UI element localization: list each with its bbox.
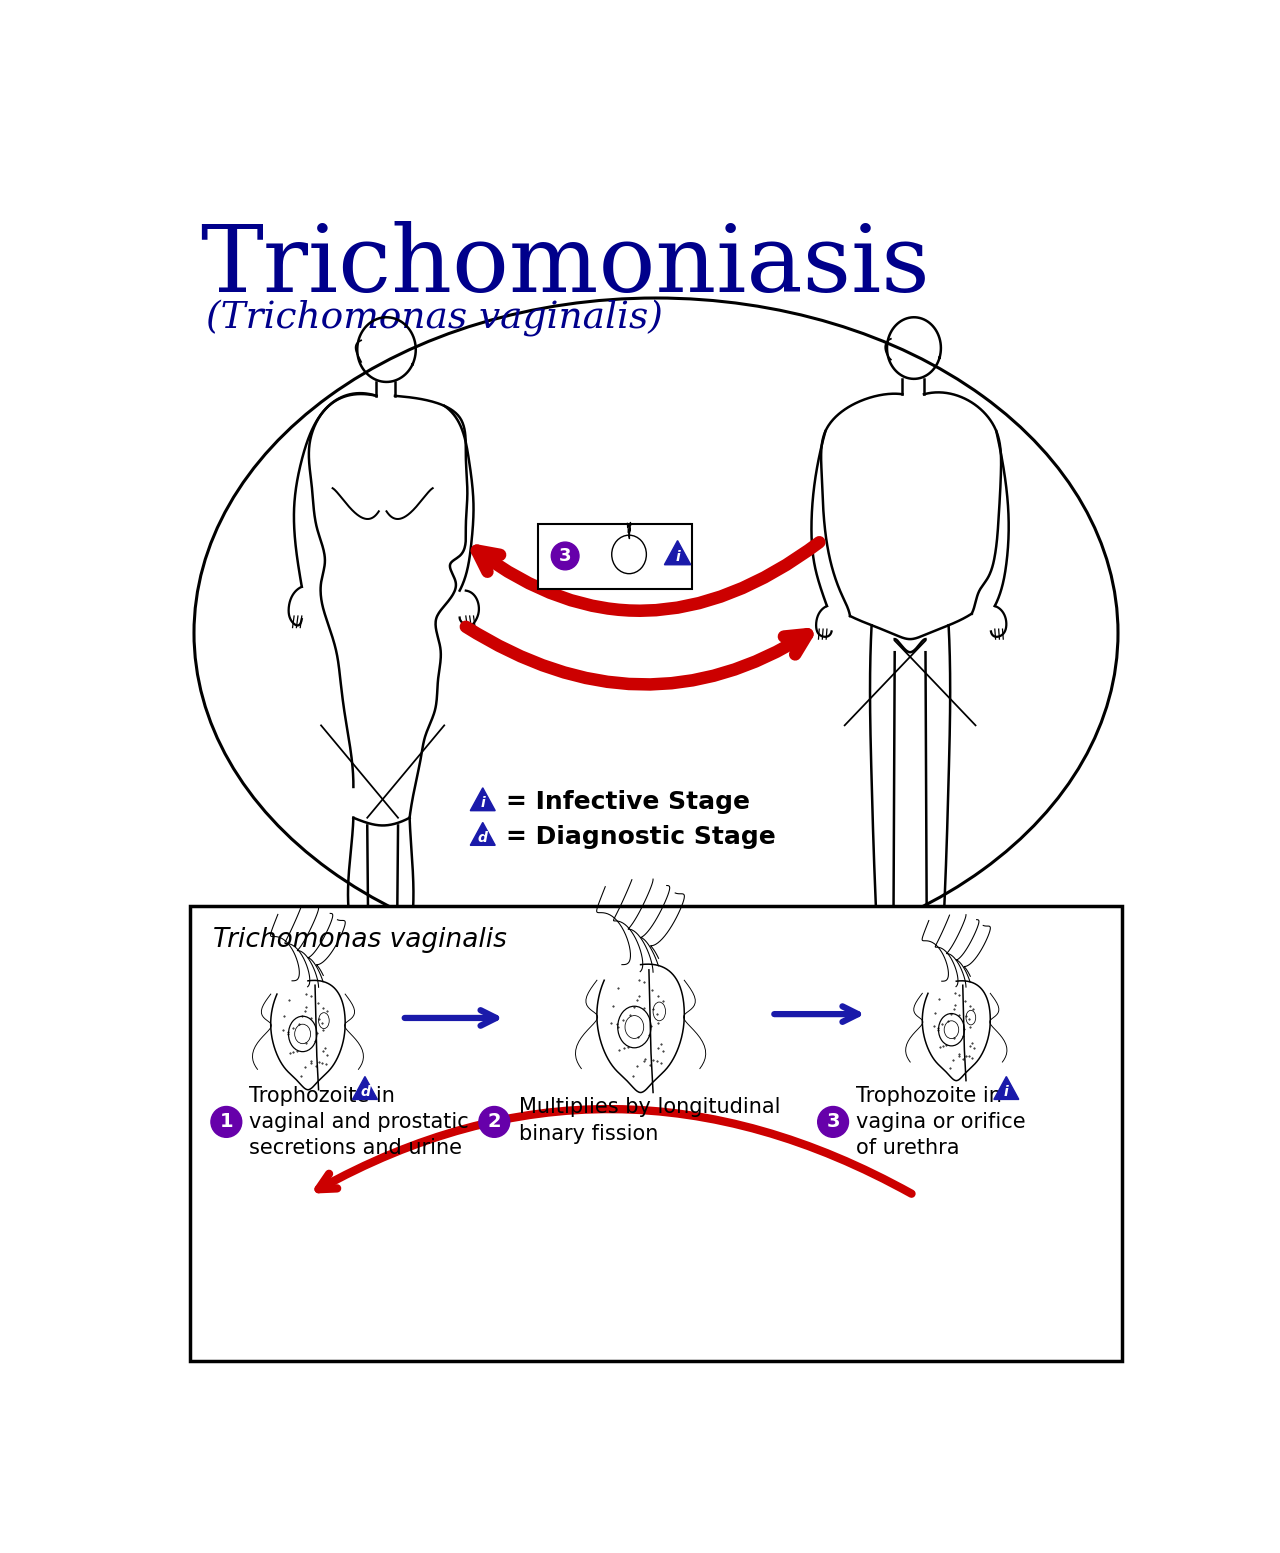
Text: Trichomoniasis: Trichomoniasis bbox=[200, 221, 929, 311]
Text: Multiplies by longitudinal
binary fission: Multiplies by longitudinal binary fissio… bbox=[518, 1096, 781, 1143]
Circle shape bbox=[552, 542, 579, 570]
FancyArrowPatch shape bbox=[466, 627, 808, 685]
FancyArrowPatch shape bbox=[319, 1109, 911, 1194]
Text: = Diagnostic Stage: = Diagnostic Stage bbox=[506, 825, 776, 849]
Text: d: d bbox=[360, 1086, 370, 1100]
Polygon shape bbox=[664, 540, 691, 565]
Bar bbox=[538, 523, 692, 589]
FancyArrowPatch shape bbox=[774, 1006, 858, 1022]
FancyArrowPatch shape bbox=[404, 1009, 497, 1025]
Polygon shape bbox=[352, 1076, 378, 1100]
Text: 2: 2 bbox=[488, 1112, 500, 1132]
Bar bbox=[191, 907, 1121, 1360]
Polygon shape bbox=[470, 787, 495, 811]
FancyArrowPatch shape bbox=[477, 542, 819, 610]
Text: i: i bbox=[480, 797, 485, 811]
Text: d: d bbox=[477, 831, 488, 845]
Text: = Infective Stage: = Infective Stage bbox=[506, 790, 750, 814]
Circle shape bbox=[818, 1106, 849, 1137]
Text: i: i bbox=[1004, 1086, 1009, 1100]
Circle shape bbox=[479, 1106, 509, 1137]
Text: 3: 3 bbox=[559, 547, 571, 565]
Text: Trophozoite in
vagina or orifice
of urethra: Trophozoite in vagina or orifice of uret… bbox=[856, 1086, 1025, 1159]
Polygon shape bbox=[993, 1076, 1019, 1100]
Text: Trophozoite in
vaginal and prostatic
secretions and urine: Trophozoite in vaginal and prostatic sec… bbox=[250, 1086, 470, 1159]
Text: Trichomonas vaginalis: Trichomonas vaginalis bbox=[214, 927, 507, 954]
Polygon shape bbox=[470, 823, 495, 845]
Text: (Trichomonas vaginalis): (Trichomonas vaginalis) bbox=[206, 300, 663, 337]
Text: 1: 1 bbox=[220, 1112, 233, 1132]
Text: 3: 3 bbox=[827, 1112, 840, 1132]
Text: i: i bbox=[675, 550, 680, 564]
Circle shape bbox=[211, 1106, 242, 1137]
